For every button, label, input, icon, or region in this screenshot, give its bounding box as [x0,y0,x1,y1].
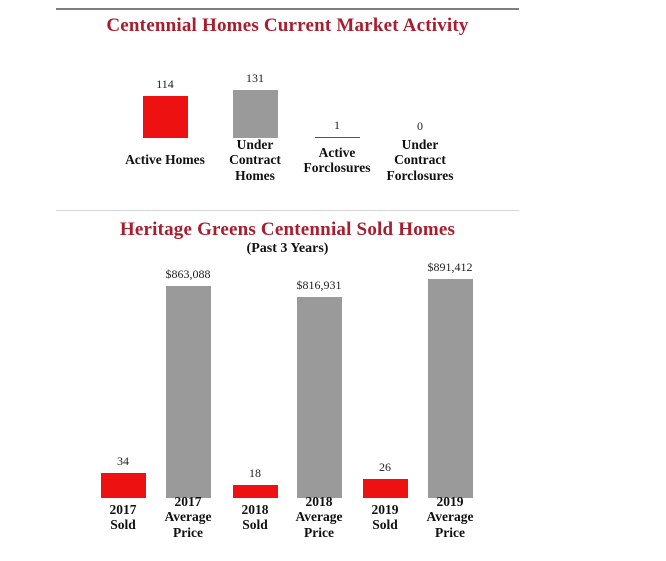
bar-value-label: 34 [117,454,129,468]
top-divider [56,8,519,10]
chart-column-under-contract-forclosures: 0 Under Contract Forclosures [375,63,465,183]
bar-value-label: 131 [246,71,264,85]
category-label: 2017 Average Price [164,494,212,540]
bar-2019-sold [362,479,408,498]
chart-column-2019-average-price: $891,412 2019 Average Price [418,258,482,540]
bar-under-contract-homes [232,90,278,138]
category-label-wrap: Under Contract Forclosures [375,137,465,182]
plot-area: 0 [375,63,465,138]
category-label: Under Contract Homes [229,137,281,183]
chart-column-2018-sold: 18 2018 Sold [223,258,287,533]
plot-area: 26 [353,258,417,498]
plot-area: 131 [210,63,300,138]
plot-area: $863,088 [156,258,220,498]
category-label-wrap: 2019 Average Price [418,494,482,539]
category-label: Under Contract Forclosures [386,137,454,183]
category-label: 2019 Average Price [426,494,474,540]
bar-value-label: 114 [156,77,174,91]
chart-column-active-forclosures: 1 Active Forclosures [292,63,382,178]
category-label-wrap: 2019 Sold [353,501,417,533]
category-label-wrap: Active Homes [120,142,210,178]
category-label-wrap: Active Forclosures [292,142,382,178]
category-label-wrap: 2017 Average Price [156,494,220,539]
category-label: 2017 Sold [109,501,137,532]
bar-value-label: $891,412 [427,260,473,274]
plot-area: $816,931 [287,258,351,498]
category-label: 2018 Average Price [295,494,343,540]
bar-value-label: $863,088 [165,267,211,281]
plot-area: 114 [120,63,210,138]
plot-area: 18 [223,258,287,498]
chart-column-active-homes: 114 Active Homes [120,63,210,178]
category-label-wrap: Under Contract Homes [210,137,300,182]
bar-active-homes [142,96,188,138]
bar-2019-average-price [427,279,473,498]
chart-column-2017-sold: 34 2017 Sold [91,258,155,533]
category-label: 2019 Sold [371,501,399,532]
chart-column-2019-sold: 26 2019 Sold [353,258,417,533]
category-label: Active Homes [125,152,205,168]
bar-value-label: 18 [249,466,261,480]
chart-column-2017-average-price: $863,088 2017 Average Price [156,258,220,540]
bar-value-label: 26 [379,460,391,474]
section-divider [56,210,519,211]
category-label: Active Forclosures [303,144,371,175]
plot-area: 34 [91,258,155,498]
bar-value-label: 0 [417,119,423,133]
bar-value-label: 1 [334,118,340,132]
chart-column-under-contract-homes: 131 Under Contract Homes [210,63,300,183]
bar-2017-average-price [165,286,211,498]
bar-2018-average-price [296,297,342,498]
bar-2017-sold [100,473,146,498]
plot-area: $891,412 [418,258,482,498]
market-activity-chart-title: Centennial Homes Current Market Activity [106,15,469,36]
category-label-wrap: 2018 Sold [223,501,287,533]
plot-area: 1 [292,63,382,138]
sold-homes-chart-title: Heritage Greens Centennial Sold Homes [119,219,456,240]
bar-2018-sold [232,485,278,498]
chart-column-2018-average-price: $816,931 2018 Average Price [287,258,351,540]
sold-homes-chart-subtitle: (Past 3 Years) [246,241,329,256]
bar-active-forclosures [314,137,360,138]
bar-value-label: $816,931 [296,278,342,292]
category-label-wrap: 2018 Average Price [287,494,351,539]
category-label-wrap: 2017 Sold [91,501,155,533]
category-label: 2018 Sold [241,501,269,532]
